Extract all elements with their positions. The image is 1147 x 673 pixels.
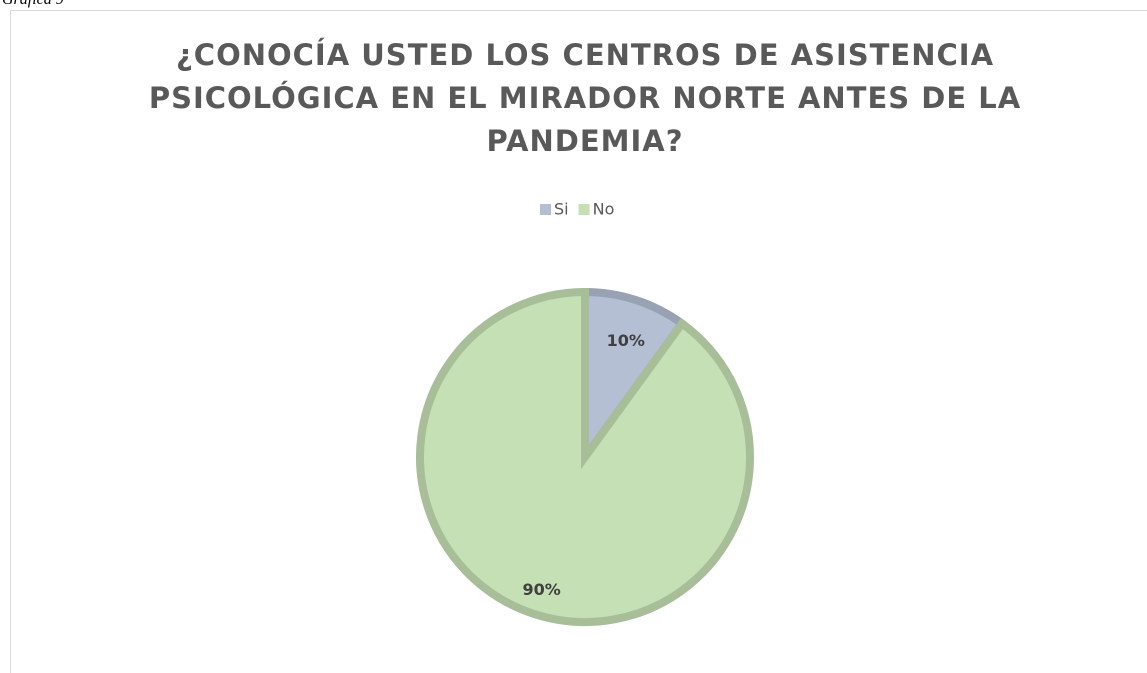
caption: Gráfica 9 (2, 0, 64, 9)
chart-frame (10, 10, 1147, 673)
chart-title: ¿CONOCÍA USTED LOS CENTROS DE ASISTENCIA… (148, 38, 1022, 158)
legend-label: Si (554, 200, 569, 219)
data-label: 90% (523, 580, 561, 599)
legend-swatch (578, 204, 590, 215)
pie-slice (416, 287, 754, 626)
legend-swatch (540, 204, 551, 215)
legend-label: No (593, 200, 615, 219)
data-label: 10% (607, 331, 645, 350)
